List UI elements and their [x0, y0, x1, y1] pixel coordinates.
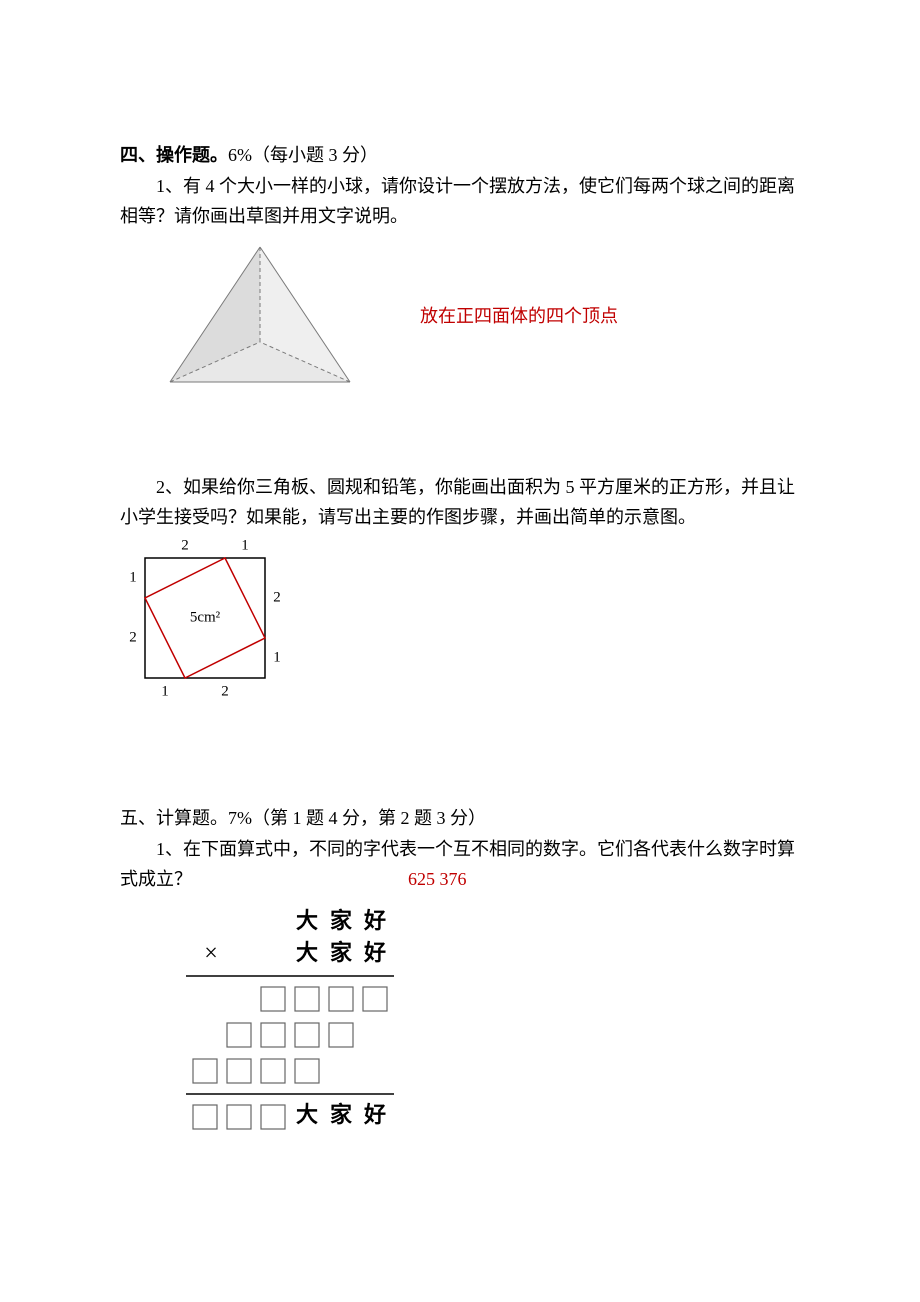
svg-text:1: 1 — [161, 683, 169, 699]
svg-text:大: 大 — [296, 908, 318, 933]
svg-text:家: 家 — [330, 940, 353, 965]
svg-text:家: 家 — [330, 908, 353, 933]
sec4-title-bold: 四、操作题。 — [120, 145, 228, 165]
svg-text:1: 1 — [129, 569, 137, 585]
svg-text:×: × — [204, 940, 218, 966]
svg-text:2: 2 — [273, 589, 281, 605]
sec4-q1: 1、有 4 个大小一样的小球，请你设计一个摆放方法，使它们每两个球之间的距离相等… — [120, 171, 800, 232]
page: 四、操作题。6%（每小题 3 分） 1、有 4 个大小一样的小球，请你设计一个摆… — [0, 0, 920, 1235]
sec4-q2: 2、如果给你三角板、圆规和铅笔，你能画出面积为 5 平方厘米的正方形，并且让小学… — [120, 472, 800, 533]
svg-text:2: 2 — [181, 537, 189, 553]
svg-text:好: 好 — [363, 908, 386, 933]
sec4-title-rest: 6%（每小题 3 分） — [228, 145, 378, 165]
multiplication-figure: 大家好×大家好大家好 — [150, 905, 800, 1135]
sec4-heading: 四、操作题。6%（每小题 3 分） — [120, 140, 800, 171]
svg-text:大: 大 — [296, 1102, 318, 1127]
svg-text:家: 家 — [330, 1102, 353, 1127]
sec4-q1-answer: 放在正四面体的四个顶点 — [420, 301, 618, 332]
svg-text:2: 2 — [221, 683, 229, 699]
svg-text:好: 好 — [363, 940, 386, 965]
svg-text:1: 1 — [241, 537, 249, 553]
svg-text:5cm²: 5cm² — [190, 609, 221, 625]
svg-text:好: 好 — [363, 1102, 386, 1127]
svg-text:大: 大 — [296, 940, 318, 965]
tetrahedron-figure — [160, 242, 360, 392]
svg-text:2: 2 — [129, 629, 137, 645]
sec4-q1-figure-row: 放在正四面体的四个顶点 — [160, 242, 800, 392]
square-figure: 2 1 1 2 1 2 2 1 5cm² — [120, 533, 800, 703]
svg-text:1: 1 — [273, 649, 281, 665]
sec5-q1-answer: 625 376 — [408, 869, 467, 889]
sec5-heading: 五、计算题。7%（第 1 题 4 分，第 2 题 3 分） — [120, 803, 800, 834]
